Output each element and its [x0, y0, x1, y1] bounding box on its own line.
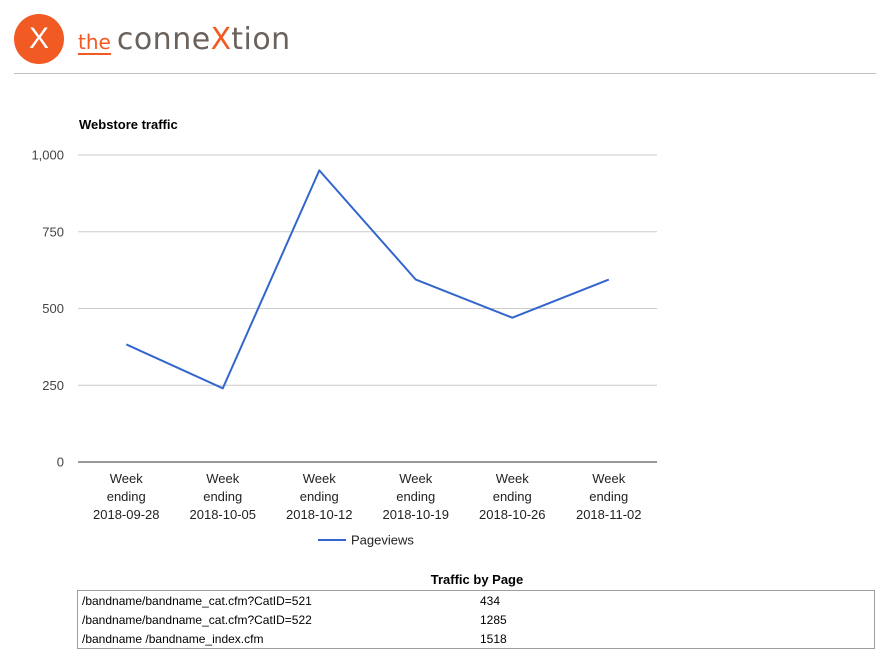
traffic-by-page-table: /bandname/bandname_cat.cfm?CatID=521 434/… — [77, 590, 875, 649]
page-views-cell: 434 — [480, 593, 501, 608]
logo-x: X — [210, 21, 232, 57]
table-row: /bandname /bandname_index.cfm 1518 — [78, 629, 875, 649]
x-tick-label: Week ending 2018-09-28 — [93, 471, 160, 522]
x-tick-label-line: 2018-10-26 — [479, 507, 546, 522]
x-tick-label: Week ending 2018-11-02 — [576, 471, 642, 522]
page-views-cell: 1285 — [480, 612, 507, 627]
logo-mark[interactable]: X — [14, 14, 64, 64]
logo-conne: conne — [116, 21, 211, 57]
logo-the: the — [78, 29, 111, 55]
y-tick-label: 750 — [42, 224, 64, 239]
table-row: /bandname/bandname_cat.cfm?CatID=522 1285 — [78, 610, 875, 629]
x-tick-label-line: ending — [589, 489, 628, 504]
page-path-cell: /bandname/bandname_cat.cfm?CatID=522 — [82, 612, 312, 627]
x-tick-label-line: ending — [300, 489, 339, 504]
series-line-pageviews — [125, 169, 610, 390]
page-path-cell: /bandname /bandname_index.cfm — [82, 631, 264, 646]
y-tick-label: 250 — [42, 378, 64, 393]
x-tick-label-line: ending — [493, 489, 532, 504]
webstore-traffic-chart: Webstore traffic 0 250 500 750 1,000 Week endin… — [31, 117, 657, 548]
x-tick-label-line: 2018-10-19 — [383, 507, 450, 522]
x-tick-label-line: 2018-11-02 — [576, 507, 642, 522]
y-tick-label: 1,000 — [31, 148, 64, 163]
logo-tion: tion — [231, 21, 291, 57]
x-tick-label: Week ending 2018-10-26 — [479, 471, 546, 522]
legend-label: Pageviews — [351, 533, 414, 548]
header-divider — [14, 73, 876, 74]
x-tick-label-line: Week — [496, 471, 529, 486]
x-tick-label-line: Week — [110, 471, 143, 486]
y-tick-label: 500 — [42, 301, 64, 316]
x-tick-label-line: Week — [592, 471, 625, 486]
table-title: Traffic by Page — [430, 572, 524, 587]
x-tick-label: Week ending 2018-10-05 — [190, 471, 257, 522]
logo-wordmark[interactable]: the conne X tion — [78, 22, 291, 57]
x-tick-label-line: 2018-09-28 — [93, 507, 160, 522]
x-tick-label-line: 2018-10-12 — [286, 507, 353, 522]
x-tick-label-line: ending — [203, 489, 242, 504]
x-tick-label-line: Week — [399, 471, 432, 486]
x-tick-label-line: ending — [107, 489, 146, 504]
x-tick-label: Week ending 2018-10-19 — [383, 471, 450, 522]
page-path-cell: /bandname/bandname_cat.cfm?CatID=521 — [82, 593, 312, 608]
x-tick-label: Week ending 2018-10-12 — [286, 471, 353, 522]
page-views-cell: 1518 — [480, 631, 507, 646]
x-tick-label-line: 2018-10-05 — [190, 507, 257, 522]
x-tick-label-line: Week — [303, 471, 336, 486]
x-tick-label-line: ending — [396, 489, 435, 504]
site-header: X the conne X tion — [14, 14, 291, 64]
table-row: /bandname/bandname_cat.cfm?CatID=521 434 — [78, 591, 875, 611]
y-tick-label: 0 — [57, 455, 64, 470]
x-tick-label-line: Week — [206, 471, 239, 486]
chart-title: Webstore traffic — [79, 117, 178, 132]
